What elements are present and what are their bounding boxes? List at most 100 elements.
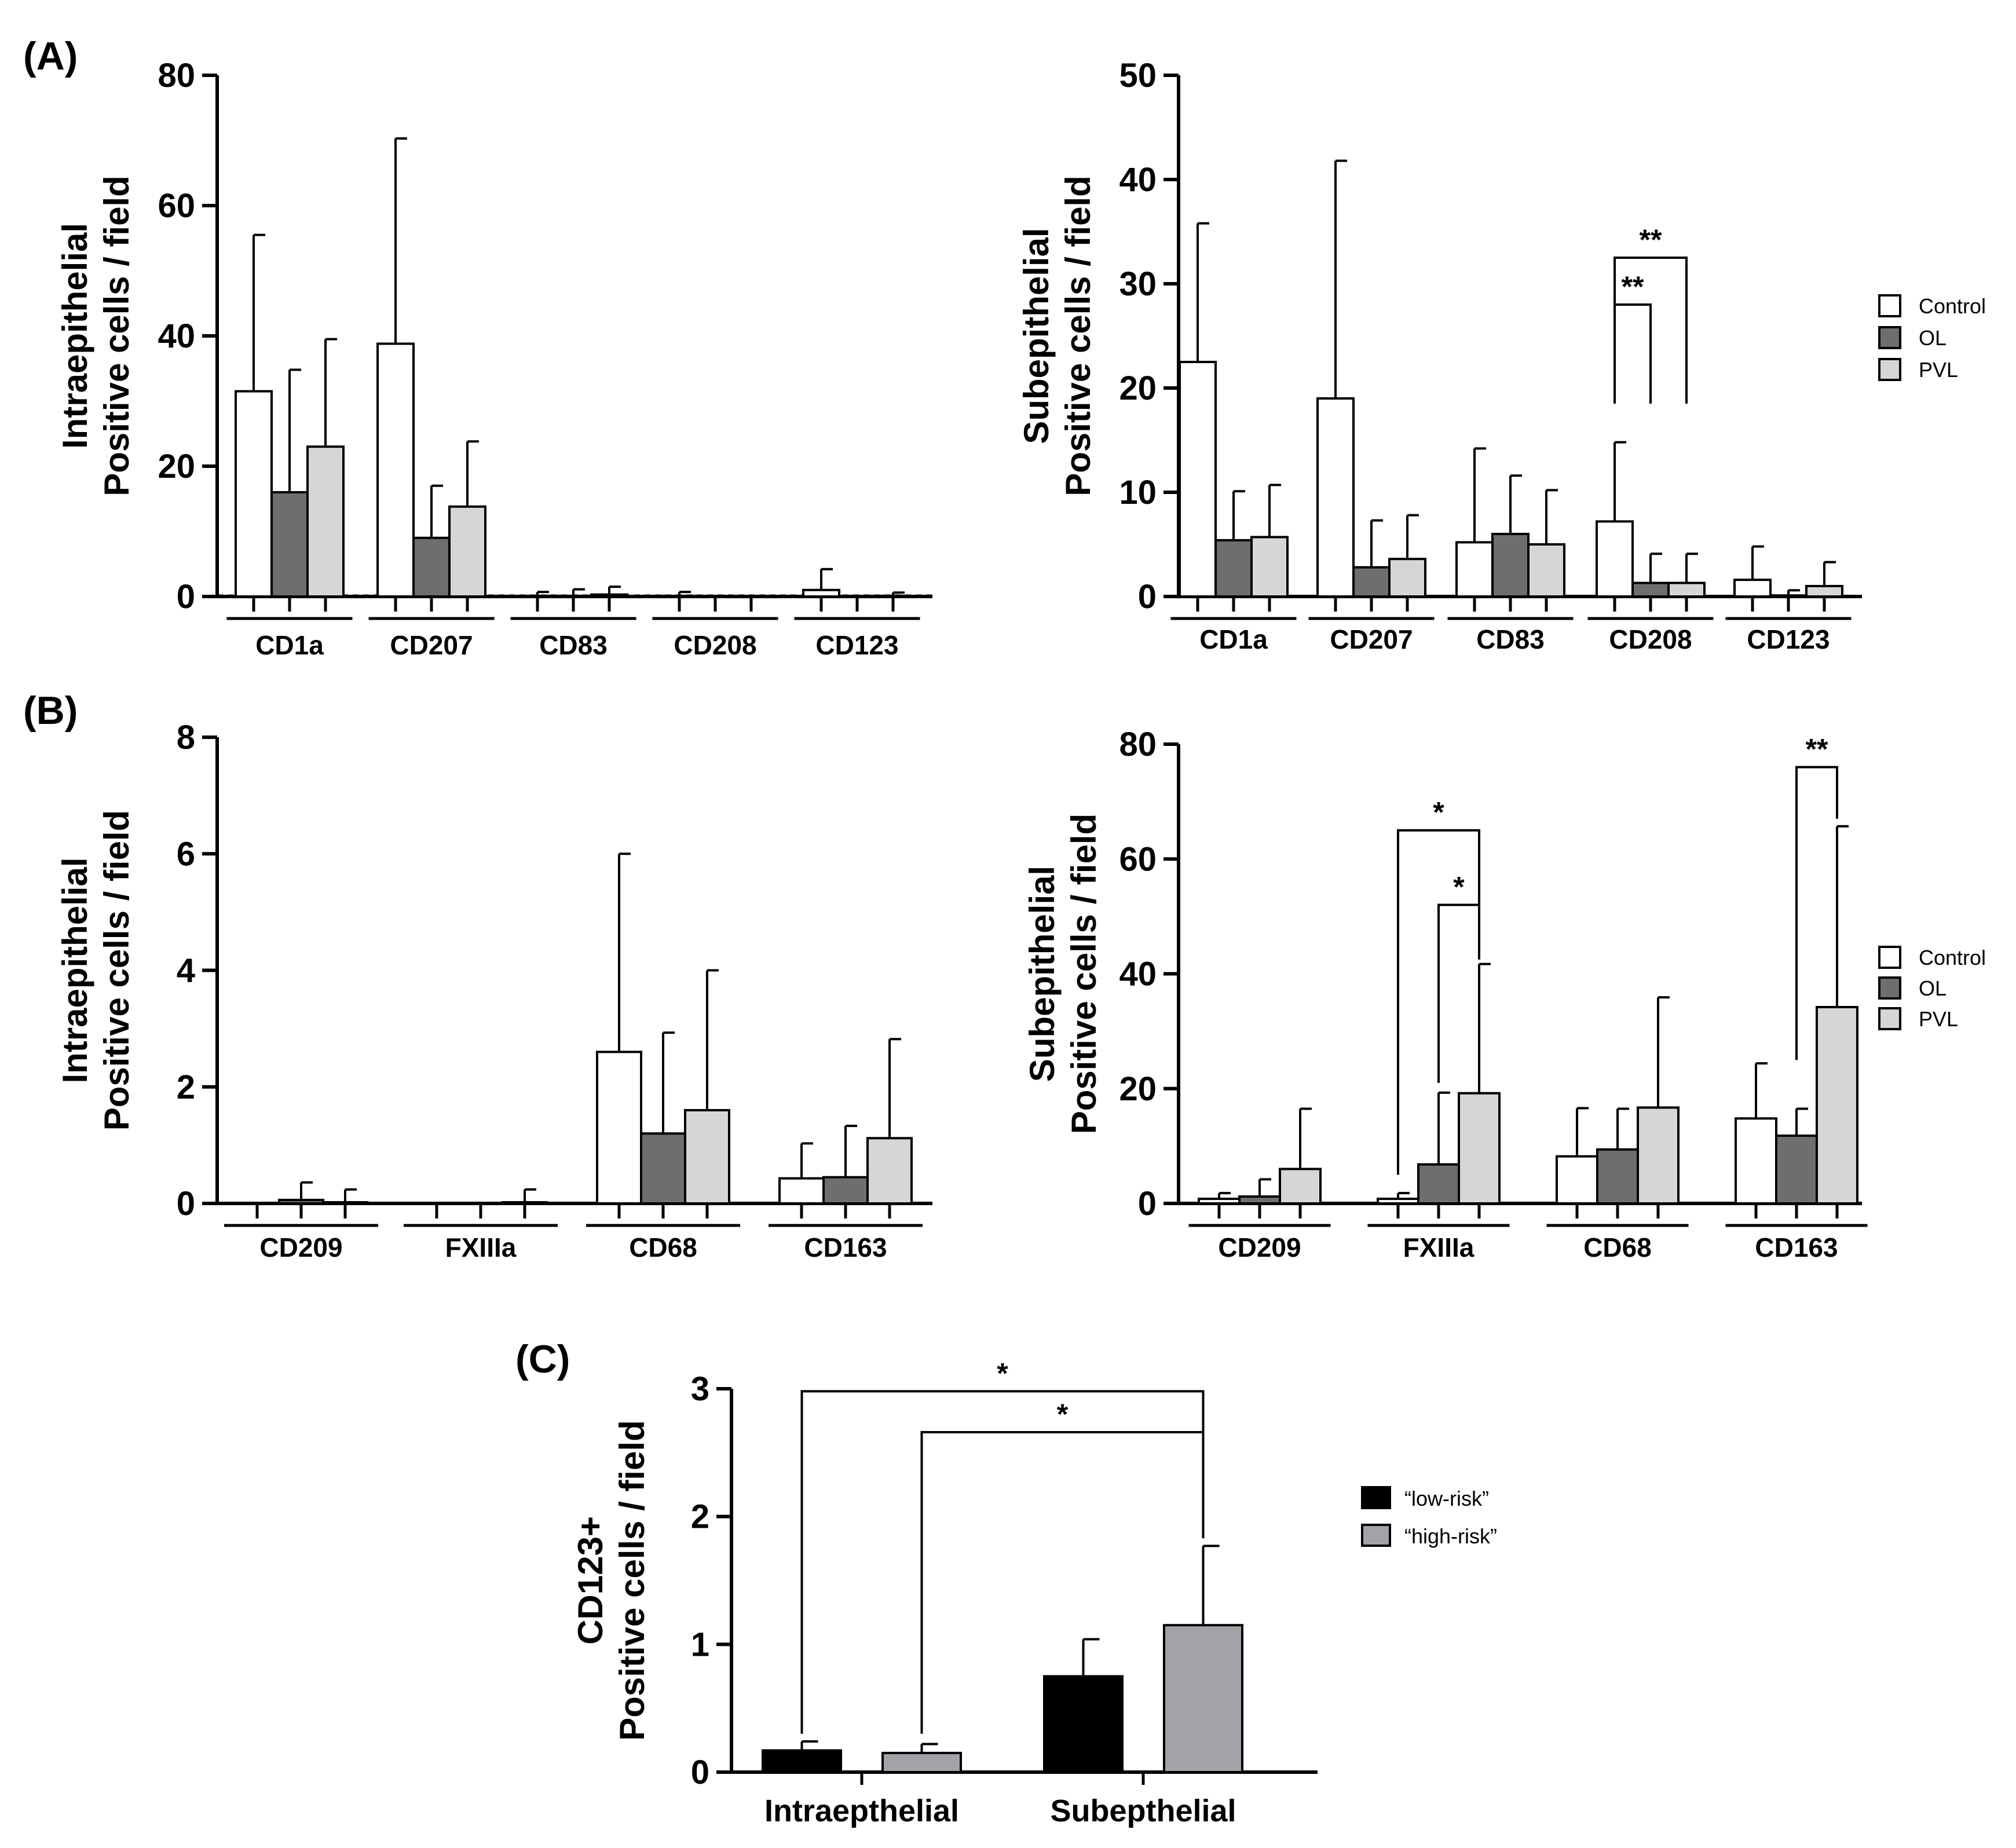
bar-intraepthelial-low-risk (762, 1749, 842, 1773)
bar-cd83-control (518, 594, 557, 598)
y-axis-sublabel: Positive cells / field (613, 1420, 652, 1741)
y-axis-sublabel: Positive cells / field (1064, 814, 1103, 1135)
bar-cd83-control (1455, 541, 1494, 598)
y-tick-label: 1 (691, 1626, 709, 1663)
significance-label: ** (1806, 733, 1828, 766)
y-tick-label: 2 (177, 1068, 195, 1106)
legend-swatch-ol (1878, 326, 1901, 349)
category-label-cd123: CD123 (815, 630, 898, 660)
legend-label-low-risk: “low-risk” (1404, 1487, 1489, 1510)
bar-cd1a-ol (1214, 539, 1253, 598)
bar-cd1a-control (1179, 361, 1217, 598)
y-tick-label: 40 (158, 317, 195, 355)
bar-cd1a-ol (270, 491, 309, 598)
y-tick-label: 0 (1138, 578, 1157, 616)
y-tick-label: 60 (1119, 840, 1157, 878)
legend-swatch-control (1878, 946, 1901, 969)
significance-bracket (1397, 829, 1480, 1175)
bar-cd209-pvl (322, 1201, 368, 1205)
significance-label: * (1433, 796, 1444, 829)
panel-label-c: (C) (515, 1337, 570, 1381)
bar-cd209-control (1198, 1198, 1241, 1205)
category-label-fxiiia: FXIIIa (445, 1232, 517, 1263)
category-label-subepthelial: Subepthelial (1050, 1794, 1236, 1828)
category-label-cd68: CD68 (1583, 1232, 1652, 1263)
y-tick-label: 80 (158, 57, 195, 94)
bar-cd1a-pvl (306, 445, 345, 598)
y-axis-sublabel: Positive cells / field (97, 810, 136, 1131)
category-label-cd209: CD209 (1218, 1232, 1301, 1263)
category-label-fxiiia: FXIIIa (1403, 1232, 1475, 1263)
legend-swatch-control (1878, 294, 1901, 317)
y-tick-label: 4 (177, 952, 195, 990)
legend-a: Control OL PVL (1878, 294, 1986, 382)
significance-label: ** (1622, 270, 1644, 303)
bar-cd123-pvl (874, 594, 912, 598)
bar-cd163-pvl (1816, 1005, 1858, 1205)
y-tick-label: 3 (691, 1370, 709, 1408)
significance-label: * (1453, 871, 1465, 903)
significance-label: * (997, 1357, 1008, 1389)
bar-cd68-pvl (684, 1109, 730, 1205)
bar-intraepthelial-high-risk (881, 1751, 962, 1773)
significance-bracket (920, 1431, 1205, 1734)
legend-b: Control OL PVL (1878, 946, 1986, 1031)
chart-c-cd123: 0 1 2 3 CD123+ Positive cells / field Intraept… (571, 1357, 1318, 1828)
bar-cd209-ol (1238, 1195, 1281, 1205)
bar-cd207-ol (1352, 566, 1391, 598)
category-label-intraepthelial: Intraepthelial (764, 1794, 959, 1828)
significance-bracket (1437, 903, 1480, 1083)
y-tick-label: 40 (1119, 161, 1157, 199)
bar-cd68-pvl (1637, 1106, 1680, 1205)
legend-swatch-pvl (1878, 1007, 1901, 1030)
bar-cd68-control (596, 1051, 642, 1205)
bar-cd83-pvl (590, 593, 628, 598)
y-tick-label: 2 (691, 1498, 709, 1536)
y-tick-label: 40 (1119, 956, 1157, 993)
category-label-cd207: CD207 (1330, 624, 1413, 654)
y-axis-label: Subepithelial (1017, 228, 1056, 444)
category-label-cd68: CD68 (629, 1232, 697, 1263)
y-tick-label: 60 (158, 187, 195, 225)
bar-subepthelial-low-risk (1043, 1675, 1124, 1773)
legend-label-pvl: PVL (1919, 1007, 1958, 1031)
category-label-cd1a: CD1a (255, 630, 324, 660)
bar-fxiiia-ol (1417, 1163, 1460, 1205)
bar-cd209-ol (278, 1198, 324, 1205)
bar-cd207-control (376, 342, 415, 598)
bar-cd163-ol (822, 1176, 869, 1205)
bar-cd83-pvl (1527, 543, 1565, 598)
y-tick-label: 0 (177, 1185, 195, 1223)
y-tick-label: 0 (1138, 1185, 1157, 1223)
y-tick-label: 6 (177, 835, 195, 873)
bar-cd208-pvl (1667, 581, 1706, 598)
bar-subepthelial-high-risk (1163, 1624, 1243, 1774)
bar-cd209-pvl (1279, 1168, 1322, 1205)
category-label-cd209: CD209 (259, 1232, 342, 1263)
bar-cd83-ol (1491, 533, 1530, 598)
category-label-cd83: CD83 (539, 630, 608, 660)
bar-cd123-control (1733, 579, 1772, 598)
y-axis-sublabel: Positive cells / field (97, 175, 136, 496)
bar-cd163-control (778, 1177, 825, 1205)
panel-label-b: (B) (23, 689, 78, 733)
y-tick-label: 30 (1119, 265, 1157, 303)
category-label-cd163: CD163 (804, 1232, 887, 1263)
significance-bracket (1795, 766, 1838, 1060)
legend-swatch-ol (1878, 976, 1901, 1000)
bar-cd1a-control (235, 390, 273, 598)
bar-fxiiia-control (1377, 1198, 1419, 1205)
y-tick-label: 20 (158, 448, 195, 485)
y-axis-label: Intraepithelial (56, 857, 94, 1083)
category-label-cd123: CD123 (1747, 624, 1830, 654)
category-label-cd1a: CD1a (1199, 624, 1268, 654)
y-axis-sublabel: Positive cells / field (1059, 175, 1097, 496)
significance-bracket (1613, 303, 1652, 404)
category-label-cd83: CD83 (1476, 624, 1545, 654)
y-tick-label: 20 (1119, 1070, 1157, 1108)
legend-label-ol: OL (1919, 326, 1947, 350)
legend-label-high-risk: “high-risk” (1404, 1524, 1497, 1548)
legend-label-pvl: PVL (1919, 358, 1958, 382)
legend-c: “low-risk” “high-risk” (1361, 1486, 1497, 1548)
